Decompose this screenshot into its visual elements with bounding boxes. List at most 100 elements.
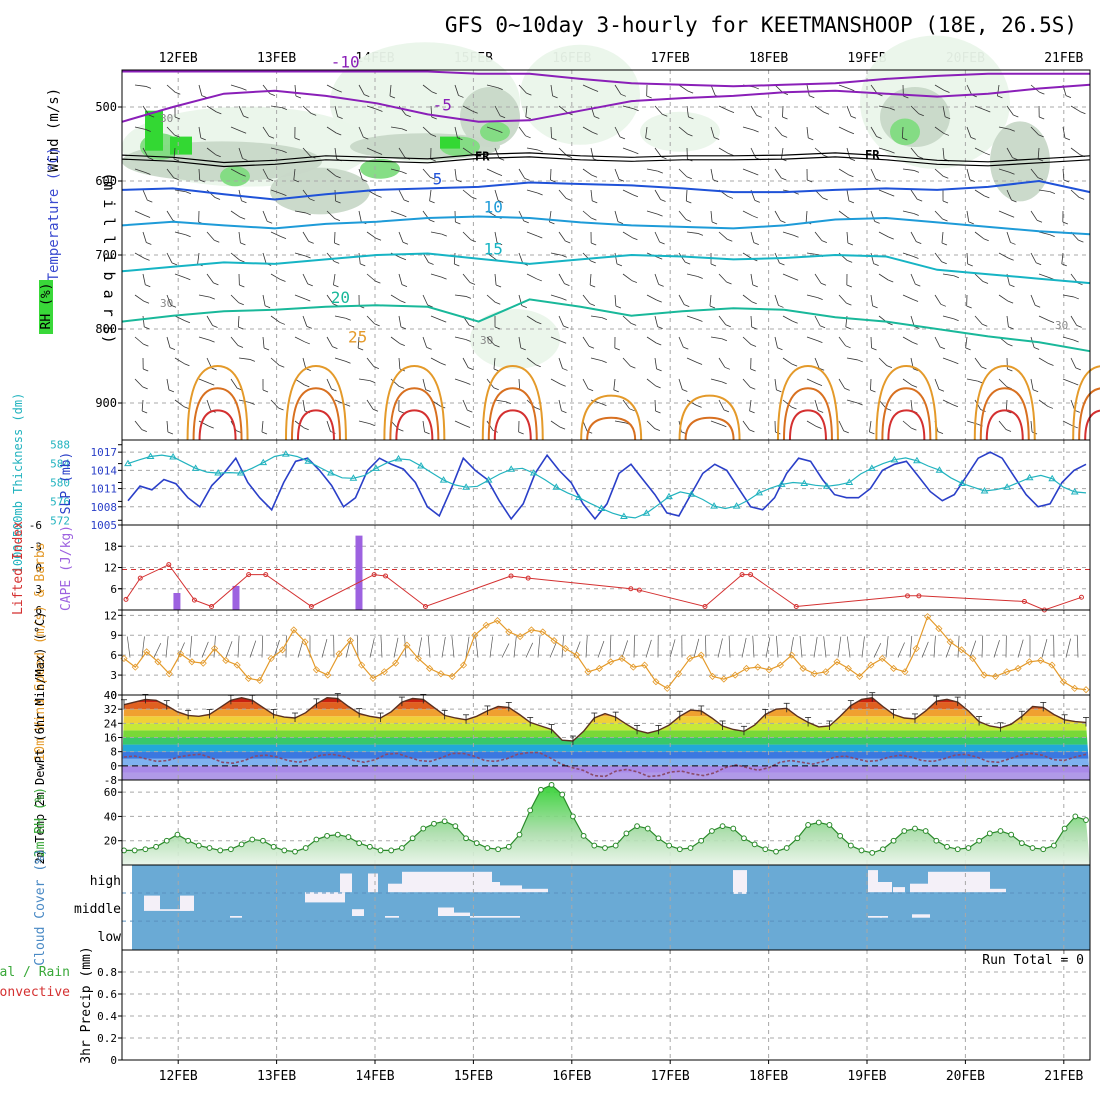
li-tick-label: -6 bbox=[29, 519, 42, 532]
wind-barb-flag bbox=[658, 284, 664, 287]
wind-barb-flag bbox=[630, 323, 637, 326]
wind-barb bbox=[462, 189, 472, 198]
warm-isotherm bbox=[186, 364, 249, 441]
wind-barb bbox=[174, 189, 186, 193]
lifted-index-marker bbox=[793, 603, 799, 609]
wind-barb bbox=[454, 420, 466, 426]
wind-barb bbox=[134, 168, 146, 173]
cloud-gap bbox=[368, 873, 378, 893]
wind-speed-marker bbox=[901, 668, 909, 676]
wind-barb-flag bbox=[470, 239, 476, 243]
warm-isotherm bbox=[985, 409, 1024, 441]
wind-barb bbox=[166, 336, 171, 348]
wind-speed-marker bbox=[539, 628, 547, 636]
wind-barb-flag bbox=[405, 114, 411, 118]
wind-barb-flag bbox=[239, 259, 245, 263]
wind-barb bbox=[334, 189, 336, 202]
slp-tick-label: 1011 bbox=[91, 483, 118, 496]
wind-barb-flag bbox=[872, 305, 878, 309]
wind-barb bbox=[934, 252, 943, 262]
wind-barb-flag bbox=[616, 263, 623, 267]
wind-barb-flag bbox=[982, 281, 989, 284]
wind-barb bbox=[742, 252, 753, 260]
lifted-index-marker bbox=[904, 593, 910, 599]
wind-barb-flag bbox=[211, 367, 217, 371]
rh-marker bbox=[270, 843, 277, 850]
wind-speed-marker bbox=[652, 678, 660, 686]
wind-barb bbox=[934, 168, 944, 177]
wind-barb-flag bbox=[337, 116, 343, 120]
lifted-index-marker bbox=[123, 596, 129, 602]
wind-barb bbox=[558, 231, 566, 242]
wind-barb bbox=[870, 336, 872, 349]
wind-barb bbox=[454, 294, 466, 297]
wind-barb bbox=[709, 294, 712, 306]
surface-wind-barb bbox=[1041, 639, 1048, 658]
wind-barb bbox=[422, 84, 432, 93]
rh-marker bbox=[698, 837, 705, 844]
wind-barb bbox=[333, 273, 336, 285]
wind-barb-flag bbox=[428, 262, 434, 265]
warm-isotherm bbox=[678, 394, 741, 441]
wind-barb bbox=[614, 294, 617, 306]
wind-barb-flag bbox=[687, 90, 694, 94]
wind-barb-flag bbox=[280, 236, 287, 239]
wind-barb-flag bbox=[1012, 157, 1018, 160]
wind-barb bbox=[582, 294, 591, 304]
wind-barb-flag bbox=[685, 261, 691, 265]
wind-barb-flag bbox=[822, 197, 828, 201]
wind-barb bbox=[238, 105, 244, 117]
wind-barb bbox=[1062, 168, 1065, 180]
wind-barb bbox=[486, 168, 498, 174]
wind-barb-flag bbox=[780, 220, 786, 223]
wind-barb-flag bbox=[401, 214, 407, 218]
wind-barb-flag bbox=[793, 234, 799, 238]
wind-barb-flag bbox=[997, 95, 1003, 99]
thickness-marker bbox=[1003, 483, 1011, 490]
wind-barb-flag bbox=[968, 221, 974, 225]
rh-marker bbox=[954, 846, 961, 853]
temperature-band bbox=[122, 737, 1090, 745]
wind-barb-flag bbox=[887, 322, 893, 326]
precip-tick-label: 0 bbox=[110, 1054, 117, 1067]
rh-marker bbox=[666, 842, 673, 849]
wind-speed-marker bbox=[312, 666, 320, 674]
rh-marker bbox=[366, 843, 373, 850]
wind-barb bbox=[782, 231, 794, 236]
wind-barb-flag bbox=[966, 305, 972, 309]
rh-marker bbox=[537, 786, 544, 793]
wind-barb bbox=[198, 420, 209, 427]
wind-barb bbox=[142, 273, 146, 285]
wind-barb-flag bbox=[1013, 114, 1019, 118]
wind-barb-flag bbox=[389, 95, 396, 99]
rh-marker bbox=[292, 848, 298, 855]
wind-barb-flag bbox=[364, 94, 370, 98]
wind-barb-flag bbox=[970, 136, 976, 140]
wind-barb bbox=[270, 105, 282, 108]
wind-speed-marker bbox=[867, 661, 875, 669]
wind-barb bbox=[294, 252, 306, 257]
wind-barb-flag bbox=[725, 324, 731, 328]
wind-barb bbox=[838, 210, 849, 218]
wind-barb-flag bbox=[1073, 296, 1079, 300]
surface-wind-barb bbox=[141, 636, 145, 658]
wind-speed-marker bbox=[448, 672, 456, 680]
thickness-marker bbox=[507, 465, 516, 472]
wind-speed-marker bbox=[935, 625, 943, 633]
wind-speed-marker bbox=[527, 626, 536, 634]
wind-barb bbox=[902, 420, 912, 429]
wind-barb bbox=[422, 294, 428, 306]
wind-barb-flag bbox=[471, 196, 477, 200]
wind-barb-flag bbox=[850, 115, 857, 119]
wind-barb-flag bbox=[1009, 171, 1015, 175]
cloud-gap bbox=[352, 909, 364, 916]
wind-barb-flag bbox=[809, 95, 815, 99]
wind-barb bbox=[614, 210, 619, 222]
wind-barb bbox=[1070, 147, 1081, 155]
lifted-index-marker bbox=[383, 573, 389, 579]
wind-barb bbox=[134, 252, 145, 259]
wind-barb bbox=[654, 273, 660, 285]
cloud-panel: high middle low Cloud Cover (%) bbox=[33, 848, 1091, 966]
surface-wind-barb bbox=[981, 635, 984, 658]
wind-legend-label: Wind (m/s) bbox=[46, 88, 62, 172]
